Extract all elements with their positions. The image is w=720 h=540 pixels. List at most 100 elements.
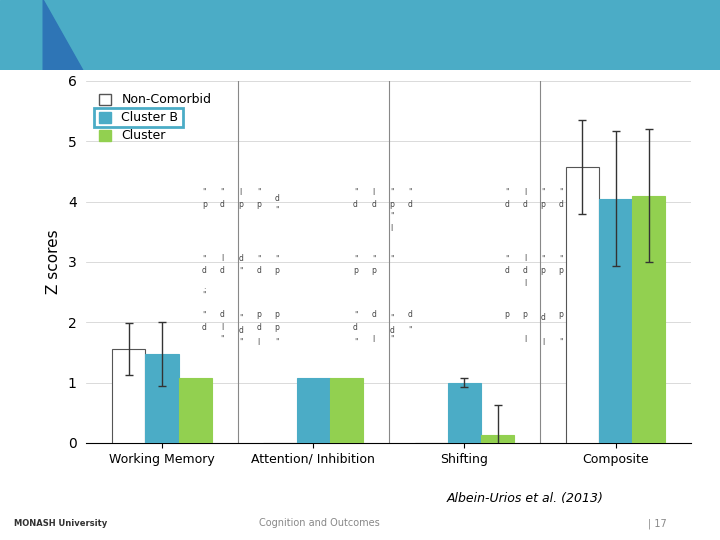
Text: ": " (541, 254, 545, 264)
Bar (297, 379, 330, 443)
Text: p: p (202, 200, 207, 209)
Text: p: p (559, 266, 564, 275)
Bar (448, 382, 481, 443)
Text: ": " (202, 291, 206, 300)
Text: d: d (202, 266, 207, 275)
Text: d: d (353, 200, 358, 209)
Text: ": " (239, 338, 243, 347)
Bar (481, 435, 514, 443)
Text: d: d (504, 266, 509, 275)
Text: d: d (372, 200, 376, 209)
Bar (179, 379, 212, 443)
Text: d: d (504, 200, 509, 209)
Text: ": " (390, 335, 394, 343)
Text: p: p (504, 310, 509, 320)
Text: p: p (353, 266, 358, 275)
Text: ": " (354, 338, 357, 347)
Text: Albein-Urios et al. (2013): Albein-Urios et al. (2013) (446, 492, 603, 505)
Text: p: p (274, 266, 279, 275)
Text: p: p (523, 310, 527, 320)
Text: ": " (390, 314, 394, 322)
Text: ": " (408, 326, 412, 335)
Text: ": " (354, 254, 357, 264)
Text: p: p (372, 266, 376, 275)
Text: d: d (541, 314, 546, 322)
Bar (566, 167, 599, 443)
Text: ": " (505, 188, 508, 197)
Text: d: d (559, 200, 564, 209)
Text: ": " (390, 188, 394, 197)
Legend: Non-Comorbid, Cluster B, Cluster: Non-Comorbid, Cluster B, Cluster (93, 87, 217, 148)
Text: p: p (274, 322, 279, 332)
Text: l: l (523, 254, 526, 264)
Text: ": " (275, 254, 279, 264)
Bar (112, 349, 145, 443)
Text: ": " (221, 188, 224, 197)
Text: ": " (202, 188, 206, 197)
Text: d: d (408, 310, 413, 320)
Text: ": " (354, 188, 357, 197)
Text: ": " (257, 254, 261, 264)
Text: d: d (523, 200, 527, 209)
Text: ": " (505, 254, 508, 264)
Text: d: d (220, 266, 225, 275)
Text: ": " (372, 254, 375, 264)
Text: d: d (238, 254, 243, 264)
Text: ": " (275, 338, 279, 347)
Text: MONASH University: MONASH University (14, 519, 108, 529)
Text: p: p (274, 310, 279, 320)
Text: d: d (220, 310, 225, 320)
Text: d: d (523, 266, 527, 275)
Text: l: l (372, 335, 375, 343)
Text: p: p (390, 200, 395, 209)
Polygon shape (43, 0, 83, 70)
Text: l: l (523, 335, 526, 343)
Bar (599, 199, 632, 443)
Text: p: p (256, 200, 261, 209)
Bar (145, 354, 179, 443)
Text: ": " (221, 335, 224, 343)
Text: ": " (257, 188, 261, 197)
Text: ": " (390, 212, 394, 221)
Text: ": " (541, 188, 545, 197)
Text: l: l (523, 188, 526, 197)
Text: d: d (238, 326, 243, 335)
Text: l: l (391, 224, 393, 233)
Text: l: l (372, 188, 375, 197)
Text: d: d (372, 310, 376, 320)
Text: Cognition and Outcomes: Cognition and Outcomes (259, 518, 380, 529)
Text: ": " (559, 338, 563, 347)
Text: p: p (256, 310, 261, 320)
Text: l: l (523, 279, 526, 287)
Text: p: p (541, 266, 546, 275)
Text: ": " (239, 266, 243, 275)
Text: ": " (202, 310, 206, 320)
Text: p: p (559, 310, 564, 320)
Text: ": " (202, 254, 206, 264)
Text: ": " (559, 188, 563, 197)
Text: l: l (258, 338, 260, 347)
Text: l: l (240, 188, 242, 197)
Text: ": " (559, 254, 563, 264)
Text: l: l (221, 254, 224, 264)
Text: ": " (390, 254, 394, 264)
Text: .: . (203, 281, 205, 291)
Bar (330, 379, 363, 443)
Text: d: d (256, 322, 261, 332)
Text: ": " (408, 188, 412, 197)
Y-axis label: Z scores: Z scores (46, 230, 61, 294)
Text: d: d (390, 326, 395, 335)
Bar (632, 195, 665, 443)
Text: d: d (220, 200, 225, 209)
Text: l: l (542, 338, 544, 347)
Text: l: l (221, 322, 224, 332)
Text: d: d (408, 200, 413, 209)
Text: | 17: | 17 (648, 518, 667, 529)
Text: d: d (256, 266, 261, 275)
Text: d: d (274, 194, 279, 203)
Text: ": " (275, 206, 279, 215)
Text: p: p (541, 200, 546, 209)
Text: ": " (239, 314, 243, 322)
Text: ": " (354, 310, 357, 320)
Text: p: p (238, 200, 243, 209)
